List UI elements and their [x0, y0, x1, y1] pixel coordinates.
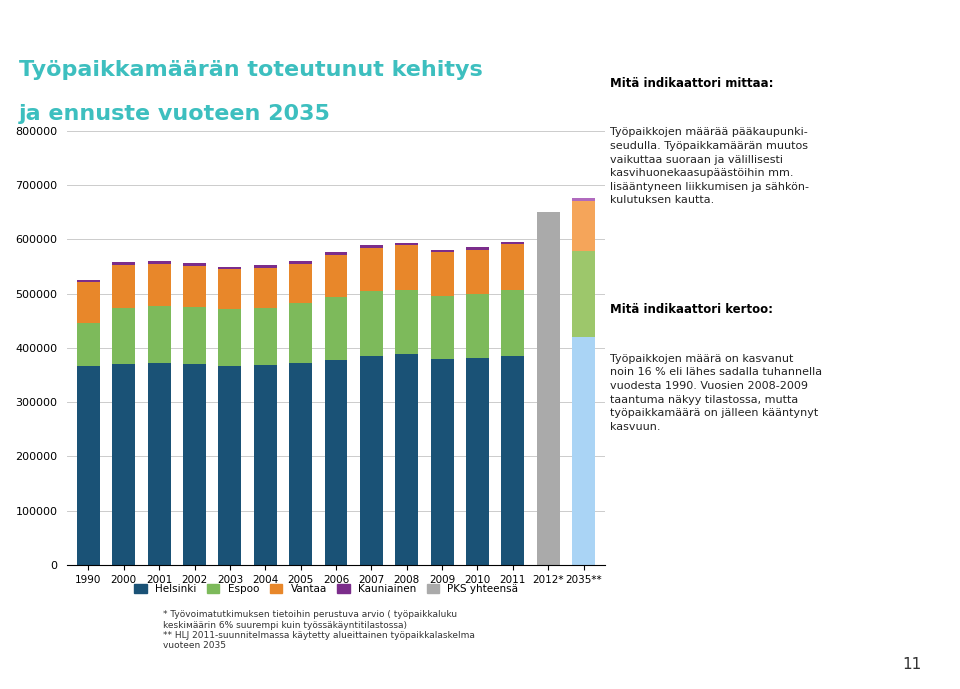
Text: ja ennuste vuoteen 2035: ja ennuste vuoteen 2035 — [19, 104, 331, 124]
Bar — [112, 309, 135, 364]
Bar — [253, 365, 276, 565]
Bar — [148, 363, 171, 565]
Bar — [466, 249, 489, 294]
Bar — [148, 264, 171, 306]
Legend: Helsinki, Espoo, Vantaa, Kauniainen, PKS yhteensä: Helsinki, Espoo, Vantaa, Kauniainen, PKS… — [131, 580, 522, 598]
Bar — [183, 307, 206, 364]
Bar — [572, 251, 595, 337]
Bar — [324, 298, 348, 360]
Bar — [537, 212, 560, 565]
Bar — [431, 296, 454, 359]
Bar — [431, 359, 454, 565]
Text: Mitä indikaattori mittaa:: Mitä indikaattori mittaa: — [610, 77, 773, 90]
Bar — [360, 291, 383, 356]
Bar — [148, 261, 171, 264]
Bar — [572, 337, 595, 565]
Bar — [360, 245, 383, 248]
Bar — [253, 267, 276, 308]
Bar — [148, 306, 171, 363]
Text: * Työvoimatutkimuksen tietoihin perustuva arvio ( työpaikkaluku
keskiмäärin 6% s: * Työvoimatutkimuksen tietoihin perustuv… — [163, 610, 475, 650]
Bar — [289, 264, 312, 303]
Text: Työpaikkojen määrä on kasvanut
noin 16 % eli lähes sadalla tuhannella
vuodesta 1: Työpaikkojen määrä on kasvanut noin 16 %… — [610, 353, 822, 432]
Bar — [431, 252, 454, 296]
Bar — [324, 360, 348, 565]
Bar — [572, 201, 595, 251]
Text: Mitä indikaattori kertoo:: Mitä indikaattori kertoo: — [610, 303, 773, 316]
Bar — [218, 309, 241, 367]
Text: 11: 11 — [902, 657, 922, 672]
Bar — [183, 263, 206, 266]
Bar — [466, 247, 489, 249]
Bar — [183, 266, 206, 307]
Bar — [360, 248, 383, 291]
Bar — [501, 242, 524, 245]
Bar — [77, 367, 100, 565]
Text: TOIMINTAYMPÄRISTÖ: TOIMINTAYMPÄRISTÖ — [10, 15, 176, 30]
Bar — [218, 269, 241, 309]
Bar — [183, 364, 206, 565]
Bar — [431, 249, 454, 252]
Bar — [572, 198, 595, 201]
Bar — [112, 265, 135, 309]
Bar — [112, 364, 135, 565]
Bar — [324, 252, 348, 255]
Bar — [466, 358, 489, 565]
Bar — [218, 267, 241, 269]
Bar — [112, 263, 135, 265]
Text: Työpaikkamäärän toteutunut kehitys: Työpaikkamäärän toteutunut kehitys — [19, 61, 483, 81]
Bar — [253, 265, 276, 267]
Bar — [289, 261, 312, 264]
Bar — [501, 356, 524, 565]
Bar — [289, 363, 312, 565]
Bar — [466, 294, 489, 358]
Bar — [77, 280, 100, 282]
Bar — [396, 290, 419, 354]
Bar — [360, 356, 383, 565]
Bar — [501, 290, 524, 356]
Bar — [396, 243, 419, 245]
Bar — [396, 354, 419, 565]
Bar — [501, 245, 524, 290]
Bar — [396, 245, 419, 290]
Bar — [253, 308, 276, 365]
Bar — [77, 282, 100, 323]
Text: Työpaikkojen määrää pääkaupunki-
seudulla. Työpaikkamäärän muutos
vaikuttaa suor: Työpaikkojen määrää pääkaupunki- seudull… — [610, 127, 808, 205]
Bar — [218, 367, 241, 565]
Bar — [324, 255, 348, 298]
Bar — [77, 323, 100, 367]
Bar — [289, 303, 312, 363]
